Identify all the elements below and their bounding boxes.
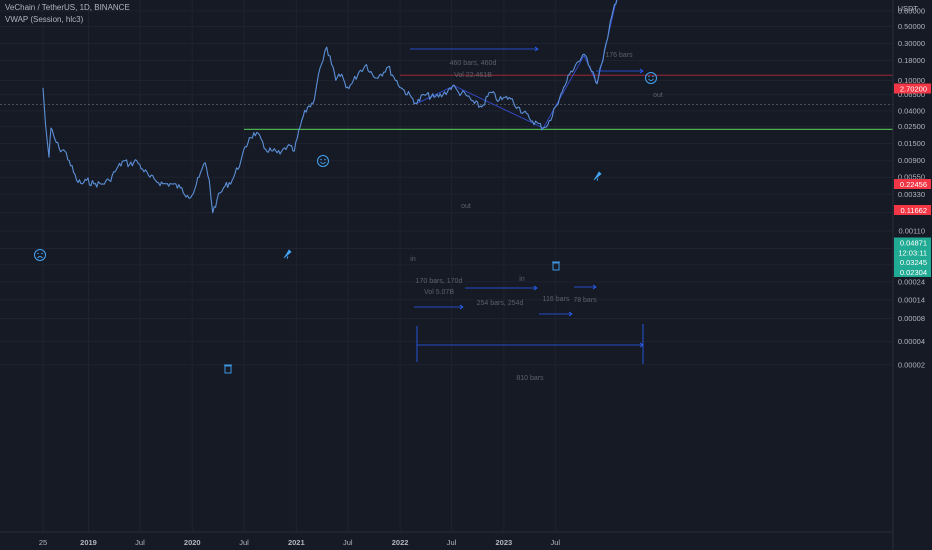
price-badge [894,205,931,215]
measure-label: Vol 5.07B [424,289,454,296]
out-signal-label: out [461,203,471,210]
smiley-face-icon-eye [320,158,322,161]
trend-line [453,85,544,129]
price-badge [894,179,931,189]
smiley-face-icon-mouth [648,78,654,81]
x-tick-label: Jul [135,538,145,547]
chart-annotations: 460 bars, 460d Vol 22.461B 176 bars out out i… [34,46,663,382]
frown-face-icon-eye [41,252,43,255]
smiley-face-icon-eye [652,75,654,78]
measure-label: 170 bars, 170d [416,278,463,285]
trend-line [416,85,455,104]
trash-bin-icon [552,262,560,271]
rocket-icon [593,171,602,182]
trash-bin-icon [224,365,232,374]
x-tick-label: Jul [551,538,561,547]
y-tick-label: 0.00008 [898,314,925,323]
smiley-face-icon-eye [324,158,326,161]
x-tick-label: 2020 [184,538,201,547]
smiley-face-icon-eye [648,75,650,78]
price-badge [894,83,931,94]
x-tick-label: 25 [39,538,47,547]
price-badge-label: 0.04871 [900,239,927,248]
y-tick-label: 0.06500 [898,90,925,99]
in-signal-label: in [519,276,525,283]
x-tick-label: 2023 [496,538,513,547]
x-tick-label: 2021 [288,538,305,547]
y-tick-label: 0.00110 [898,226,925,235]
y-tick-label: 0.00004 [898,337,925,346]
smiley-face-icon [645,72,657,84]
y-tick-label: 0.04000 [898,106,925,115]
smiley-face-icon [317,155,329,167]
measure-label: 254 bars, 254d [477,300,524,307]
y-tick-label: 0.80000 [898,6,925,15]
y-tick-label: 0.02500 [898,122,925,131]
measure-label: 78 bars [573,297,597,304]
y-tick-label: 0.01500 [898,139,925,148]
range-arrow-head [568,311,573,317]
y-tick-label: 0.00550 [898,173,925,182]
y-tick-label: 0.00330 [898,190,925,199]
y-tick-label: 0.00900 [898,156,925,165]
price-badge-label: 12:03:11 [898,249,927,258]
x-tick-label: Jul [343,538,353,547]
y-tick-label: 0.00002 [898,360,925,369]
measure-label: 176 bars [605,52,633,59]
price-badge-label: 0.11662 [900,206,927,215]
measure-label: Vol 22.461B [454,72,492,79]
y-tick-label: 0.30000 [898,39,925,48]
y-tick-label: 0.00014 [898,295,925,304]
range-arrow-head [534,46,539,52]
range-arrow-head [639,68,644,74]
frown-face-icon-eye [37,252,39,255]
out-signal-label: out [653,92,663,99]
price-badge [894,257,931,267]
price-badges: 2.70200 0.22456 0.11662 0.0487112:03:110.03… [894,83,931,277]
range-arrow-head [592,284,597,290]
x-tick-label: Jul [239,538,249,547]
price-badge [894,267,931,277]
measure-label: 810 bars [516,375,544,382]
trend-line [542,55,585,129]
price-badge-label: 0.02304 [900,268,927,277]
in-signal-label: in [410,256,416,263]
time-axis[interactable]: 25 2019 Jul 2020 Jul 2021 Jul 2022 Jul 2023 Jul [0,531,893,547]
chart-grid [0,0,893,532]
price-badge-label: 0.22456 [900,180,927,189]
measure-label: 460 bars, 460d [450,60,497,67]
price-badge [894,247,931,258]
range-arrow-head [459,304,464,310]
frown-face-icon-mouth [37,256,43,259]
y-tick-label: 0.10000 [898,76,925,85]
price-line [42,0,618,214]
quote-currency-label: USDT [898,4,919,13]
price-series [42,0,618,214]
rocket-icon [283,249,292,260]
range-arrow-head [533,285,538,291]
y-tick-label: 0.50000 [898,22,925,31]
indicator-legend[interactable]: VWAP (Session, hlc3) [5,15,84,24]
price-badge-label: 2.70200 [900,85,927,94]
measure-label: 116 bars [543,296,570,303]
frown-face-icon [34,249,46,261]
symbol-title[interactable]: VeChain / TetherUS, 1D, BINANCE [5,3,130,12]
x-tick-label: Jul [447,538,457,547]
smiley-face-icon-mouth [320,161,326,164]
price-badge [894,237,931,248]
y-tick-label: 0.18000 [898,56,925,65]
price-badge-label: 0.03245 [900,258,927,267]
x-tick-label: 2022 [392,538,409,547]
y-tick-label: 0.00024 [898,277,925,286]
x-tick-label: 2019 [80,538,97,547]
horizontal-levels [0,74,893,130]
